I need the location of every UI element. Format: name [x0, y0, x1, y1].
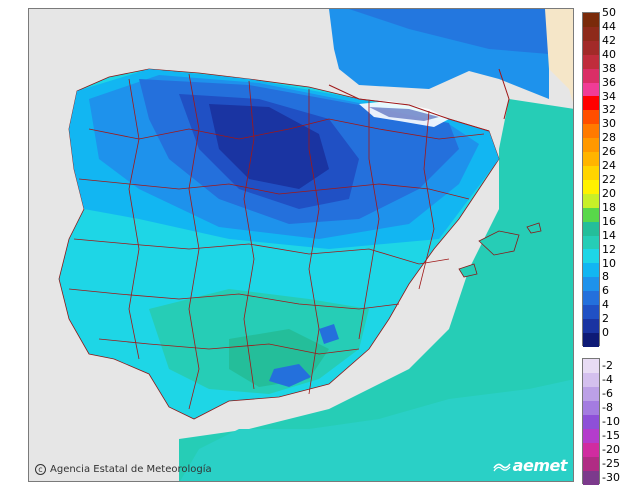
legend-label: 8: [602, 270, 609, 284]
legend-swatch: [583, 152, 599, 166]
sierra-nevada: [269, 364, 311, 387]
legend-swatch: [583, 54, 599, 69]
legend-label: -25: [602, 457, 620, 470]
legend-label: -4: [602, 373, 613, 386]
legend-swatch: [583, 68, 599, 83]
legend-swatch: [583, 221, 599, 236]
legend-swatch: [583, 110, 599, 125]
legend-label: 14: [602, 228, 616, 242]
legend-label: -10: [602, 415, 620, 428]
legend-swatch: [583, 124, 599, 139]
legend-label: 4: [602, 298, 609, 312]
legend-label: -20: [602, 443, 620, 456]
legend-label: 0: [602, 326, 609, 340]
legend-negative-scale: [582, 358, 600, 485]
legend-swatch: [583, 401, 599, 415]
legend-label: -2: [602, 359, 613, 372]
legend-swatch: [583, 13, 599, 27]
legend-swatch: [583, 138, 599, 153]
legend-label: 34: [602, 89, 616, 103]
legend-swatch: [583, 373, 599, 387]
legend-swatch: [583, 263, 599, 278]
legend-swatch: [583, 291, 599, 306]
legend-swatch: [583, 332, 599, 347]
legend-label: 32: [602, 103, 616, 117]
legend-label: 20: [602, 186, 616, 200]
legend-label: 22: [602, 173, 616, 186]
legend-label: 26: [602, 145, 616, 159]
legend: 50 44 42 40 38 36 34 32 30 28 26 24 22 20 18 16 14 12 10 8 6…: [582, 7, 630, 492]
map-svg: [29, 9, 573, 481]
legend-label: 10: [602, 256, 616, 270]
legend-label: 50: [602, 6, 616, 19]
legend-label: -30: [602, 471, 620, 484]
legend-swatch: [583, 207, 599, 222]
legend-swatch: [583, 471, 599, 485]
credit-text: Agencia Estatal de Meteorología: [50, 464, 212, 475]
legend-swatch: [583, 387, 599, 401]
legend-swatch: [583, 277, 599, 292]
legend-swatch: [583, 443, 599, 457]
legend-swatch: [583, 179, 599, 194]
legend-positive-scale: [582, 12, 600, 347]
legend-label: -6: [602, 387, 613, 400]
legend-label: 24: [602, 159, 616, 173]
legend-label: 30: [602, 117, 616, 131]
legend-swatch: [583, 457, 599, 471]
aemet-logo: aemet: [493, 456, 568, 475]
legend-label: 2: [602, 312, 609, 326]
legend-label: -8: [602, 401, 613, 414]
legend-label: 38: [602, 61, 616, 75]
alps-fill: [545, 9, 573, 103]
legend-label: 42: [602, 33, 616, 47]
province-borders: [68, 73, 485, 410]
aemet-logo-text: aemet: [512, 456, 568, 475]
copyright-icon: c: [35, 464, 46, 475]
legend-label: 18: [602, 200, 616, 214]
legend-label: 28: [602, 131, 616, 145]
legend-label: 12: [602, 242, 616, 256]
legend-label: 6: [602, 284, 609, 298]
north-africa: [180, 379, 573, 481]
legend-swatch: [583, 235, 599, 250]
legend-swatch: [583, 96, 599, 111]
legend-label: 36: [602, 75, 616, 89]
temperature-map[interactable]: c Agencia Estatal de Meteorología aemet: [28, 8, 574, 482]
credit-line: c Agencia Estatal de Meteorología: [35, 464, 212, 475]
mediterranean-sea: [179, 99, 573, 481]
legend-swatch: [583, 305, 599, 319]
legend-swatch: [583, 429, 599, 443]
legend-label: 16: [602, 214, 616, 228]
legend-label: 44: [602, 19, 616, 33]
legend-swatch: [583, 82, 599, 97]
legend-swatch: [583, 249, 599, 264]
legend-label: -15: [602, 429, 620, 442]
legend-swatch: [583, 26, 599, 41]
balearic-islands: [478, 230, 520, 256]
legend-label: 40: [602, 47, 616, 61]
legend-swatch: [583, 193, 599, 208]
aemet-logo-mark-icon: [493, 463, 511, 471]
legend-swatch: [583, 359, 599, 373]
legend-swatch: [583, 165, 599, 180]
legend-swatch: [583, 318, 599, 333]
legend-swatch: [583, 415, 599, 429]
legend-swatch: [583, 40, 599, 55]
